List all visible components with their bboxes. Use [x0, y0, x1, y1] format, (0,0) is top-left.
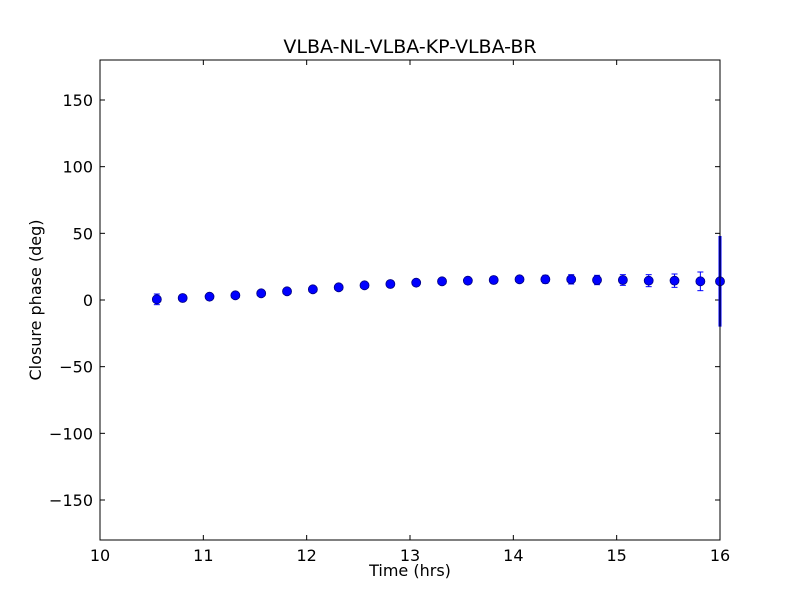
data-point: [669, 275, 680, 286]
data-point: [230, 290, 241, 301]
x-axis-label: Time (hrs): [368, 561, 451, 580]
data-point: [411, 277, 422, 288]
x-tick-label: 15: [606, 546, 626, 565]
data-point: [643, 275, 654, 286]
x-tick-label: 12: [296, 546, 316, 565]
y-tick-label: 50: [73, 224, 93, 243]
data-point: [151, 294, 162, 305]
data-point: [385, 279, 396, 289]
data-point: [204, 291, 215, 302]
data-point: [307, 284, 318, 295]
y-tick-label: −50: [59, 358, 93, 377]
data-point: [256, 288, 267, 299]
x-tick-label: 13: [400, 546, 420, 565]
data-point: [177, 293, 188, 303]
data-point: [514, 274, 525, 285]
x-axis: 10 11 12 13 14 15 16: [90, 60, 730, 565]
y-tick-label: −100: [49, 424, 93, 443]
x-tick-label: 11: [193, 546, 213, 565]
data-point: [540, 274, 551, 285]
y-tick-label: 100: [62, 158, 93, 177]
x-tick-label: 14: [503, 546, 523, 565]
data-point: [566, 274, 577, 285]
axes-frame: [99, 59, 721, 541]
y-axis-label: Closure phase (deg): [26, 219, 45, 380]
data-point: [488, 275, 499, 285]
data-point: [695, 276, 706, 287]
data-point: [333, 282, 344, 293]
y-tick-label: 150: [62, 91, 93, 110]
data-point: [592, 275, 602, 285]
y-tick-label: 0: [83, 291, 93, 310]
x-tick-label: 16: [710, 546, 730, 565]
x-tick-label: 10: [90, 546, 110, 565]
chart-title: VLBA-NL-VLBA-KP-VLBA-BR: [283, 36, 536, 58]
data-point: [282, 286, 292, 297]
plot-area: 10 11 12 13 14 15 16 150 100 50 0 −50 −100 −150: [49, 59, 730, 565]
data-point: [359, 280, 370, 291]
y-tick-label: −150: [49, 491, 93, 510]
y-axis: 150 100 50 0 −50 −100 −150: [49, 91, 720, 510]
data-point: [462, 275, 473, 286]
axes-frame-border: [99, 59, 721, 541]
data-point: [617, 275, 628, 285]
data-point: [437, 276, 447, 287]
